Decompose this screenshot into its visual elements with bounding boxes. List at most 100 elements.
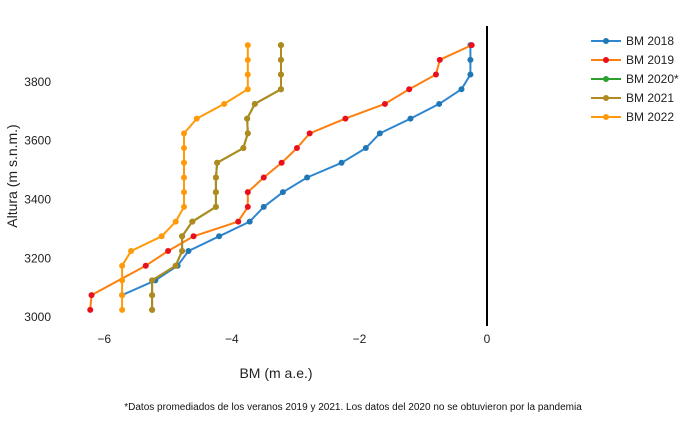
data-point[interactable] (235, 218, 242, 225)
legend[interactable]: BM 2018 BM 2019 BM 2020* BM 2021 BM 2022 (591, 34, 679, 124)
data-point[interactable] (278, 159, 285, 166)
data-point[interactable] (362, 145, 369, 152)
data-point[interactable] (244, 115, 251, 122)
data-point[interactable] (338, 159, 345, 166)
y-axis-ticks: 3000 3200 3400 3600 3800 (24, 75, 51, 324)
data-point[interactable] (436, 100, 443, 107)
legend-label: BM 2022 (626, 110, 674, 124)
data-point[interactable] (212, 189, 219, 196)
legend-item[interactable]: BM 2020* (591, 72, 679, 86)
data-point[interactable] (436, 56, 443, 63)
data-point[interactable] (406, 86, 413, 93)
data-point[interactable] (244, 130, 251, 137)
data-point[interactable] (244, 42, 251, 49)
legend-item[interactable]: BM 2022 (591, 110, 674, 124)
series-bm-2022 (119, 42, 251, 313)
data-point[interactable] (293, 145, 300, 152)
data-point[interactable] (251, 100, 258, 107)
data-point[interactable] (240, 145, 247, 152)
data-point[interactable] (216, 233, 223, 240)
data-point[interactable] (185, 248, 192, 254)
legend-swatch-marker (603, 57, 609, 63)
data-point[interactable] (244, 203, 251, 210)
data-point[interactable] (181, 189, 188, 196)
series-line (89, 44, 473, 310)
legend-item[interactable]: BM 2021 (591, 91, 674, 105)
x-tick-label: 0 (484, 332, 491, 346)
data-point[interactable] (149, 306, 156, 313)
data-point[interactable] (165, 248, 172, 254)
y-tick-label: 3600 (24, 134, 51, 148)
data-point[interactable] (306, 130, 313, 137)
data-point[interactable] (119, 306, 126, 313)
data-point[interactable] (179, 248, 186, 254)
data-point[interactable] (244, 189, 251, 196)
data-point[interactable] (119, 277, 126, 284)
y-tick-label: 3400 (24, 193, 51, 207)
series-layer (87, 42, 475, 313)
data-point[interactable] (381, 100, 388, 107)
legend-label: BM 2021 (626, 91, 674, 105)
data-point[interactable] (407, 115, 414, 122)
data-point[interactable] (279, 189, 286, 196)
legend-item[interactable]: BM 2018 (591, 34, 674, 48)
data-point[interactable] (260, 174, 267, 181)
data-point[interactable] (181, 174, 188, 181)
data-point[interactable] (304, 174, 311, 181)
data-point[interactable] (193, 115, 200, 122)
data-point[interactable] (468, 42, 475, 49)
data-point[interactable] (458, 86, 465, 93)
data-point[interactable] (244, 71, 251, 78)
data-point[interactable] (172, 262, 179, 269)
x-axis-ticks: −6 −4 −2 0 (97, 332, 490, 346)
data-point[interactable] (181, 159, 188, 166)
data-point[interactable] (119, 292, 126, 299)
data-point[interactable] (142, 262, 149, 269)
legend-label: BM 2019 (626, 53, 674, 67)
data-point[interactable] (342, 115, 349, 122)
data-point[interactable] (432, 71, 439, 78)
footnote: *Datos promediados de los veranos 2019 y… (124, 402, 582, 413)
x-tick-label: −2 (353, 332, 367, 346)
y-tick-label: 3200 (24, 251, 51, 265)
legend-swatch-marker (603, 114, 609, 120)
data-point[interactable] (467, 56, 474, 63)
legend-item[interactable]: BM 2019 (591, 53, 674, 67)
data-point[interactable] (214, 159, 221, 166)
series-bm-2018 (119, 42, 474, 299)
data-point[interactable] (189, 218, 196, 225)
data-point[interactable] (149, 277, 156, 284)
data-point[interactable] (221, 100, 228, 107)
data-point[interactable] (87, 306, 94, 313)
y-tick-label: 3000 (24, 310, 51, 324)
data-point[interactable] (277, 56, 284, 63)
data-point[interactable] (149, 292, 156, 299)
data-point[interactable] (172, 218, 179, 225)
data-point[interactable] (244, 86, 251, 93)
data-point[interactable] (212, 203, 219, 210)
data-point[interactable] (181, 203, 188, 210)
data-point[interactable] (244, 56, 251, 63)
data-point[interactable] (246, 218, 253, 225)
data-point[interactable] (277, 71, 284, 78)
data-point[interactable] (212, 174, 219, 181)
data-point[interactable] (260, 203, 267, 210)
data-point[interactable] (88, 292, 95, 299)
legend-label: BM 2018 (626, 34, 674, 48)
y-axis-title: Altura (m s.n.m.) (4, 124, 20, 227)
data-point[interactable] (467, 71, 474, 78)
data-point[interactable] (158, 233, 165, 240)
data-point[interactable] (179, 233, 186, 240)
data-point[interactable] (181, 130, 188, 137)
data-point[interactable] (190, 233, 197, 240)
legend-swatch-marker (603, 76, 609, 82)
data-point[interactable] (376, 130, 383, 137)
data-point[interactable] (277, 42, 284, 49)
data-point[interactable] (181, 145, 188, 152)
y-tick-label: 3800 (24, 75, 51, 89)
data-point[interactable] (128, 248, 135, 254)
data-point[interactable] (119, 262, 126, 269)
data-point[interactable] (277, 86, 284, 93)
legend-label: BM 2020* (626, 72, 679, 86)
